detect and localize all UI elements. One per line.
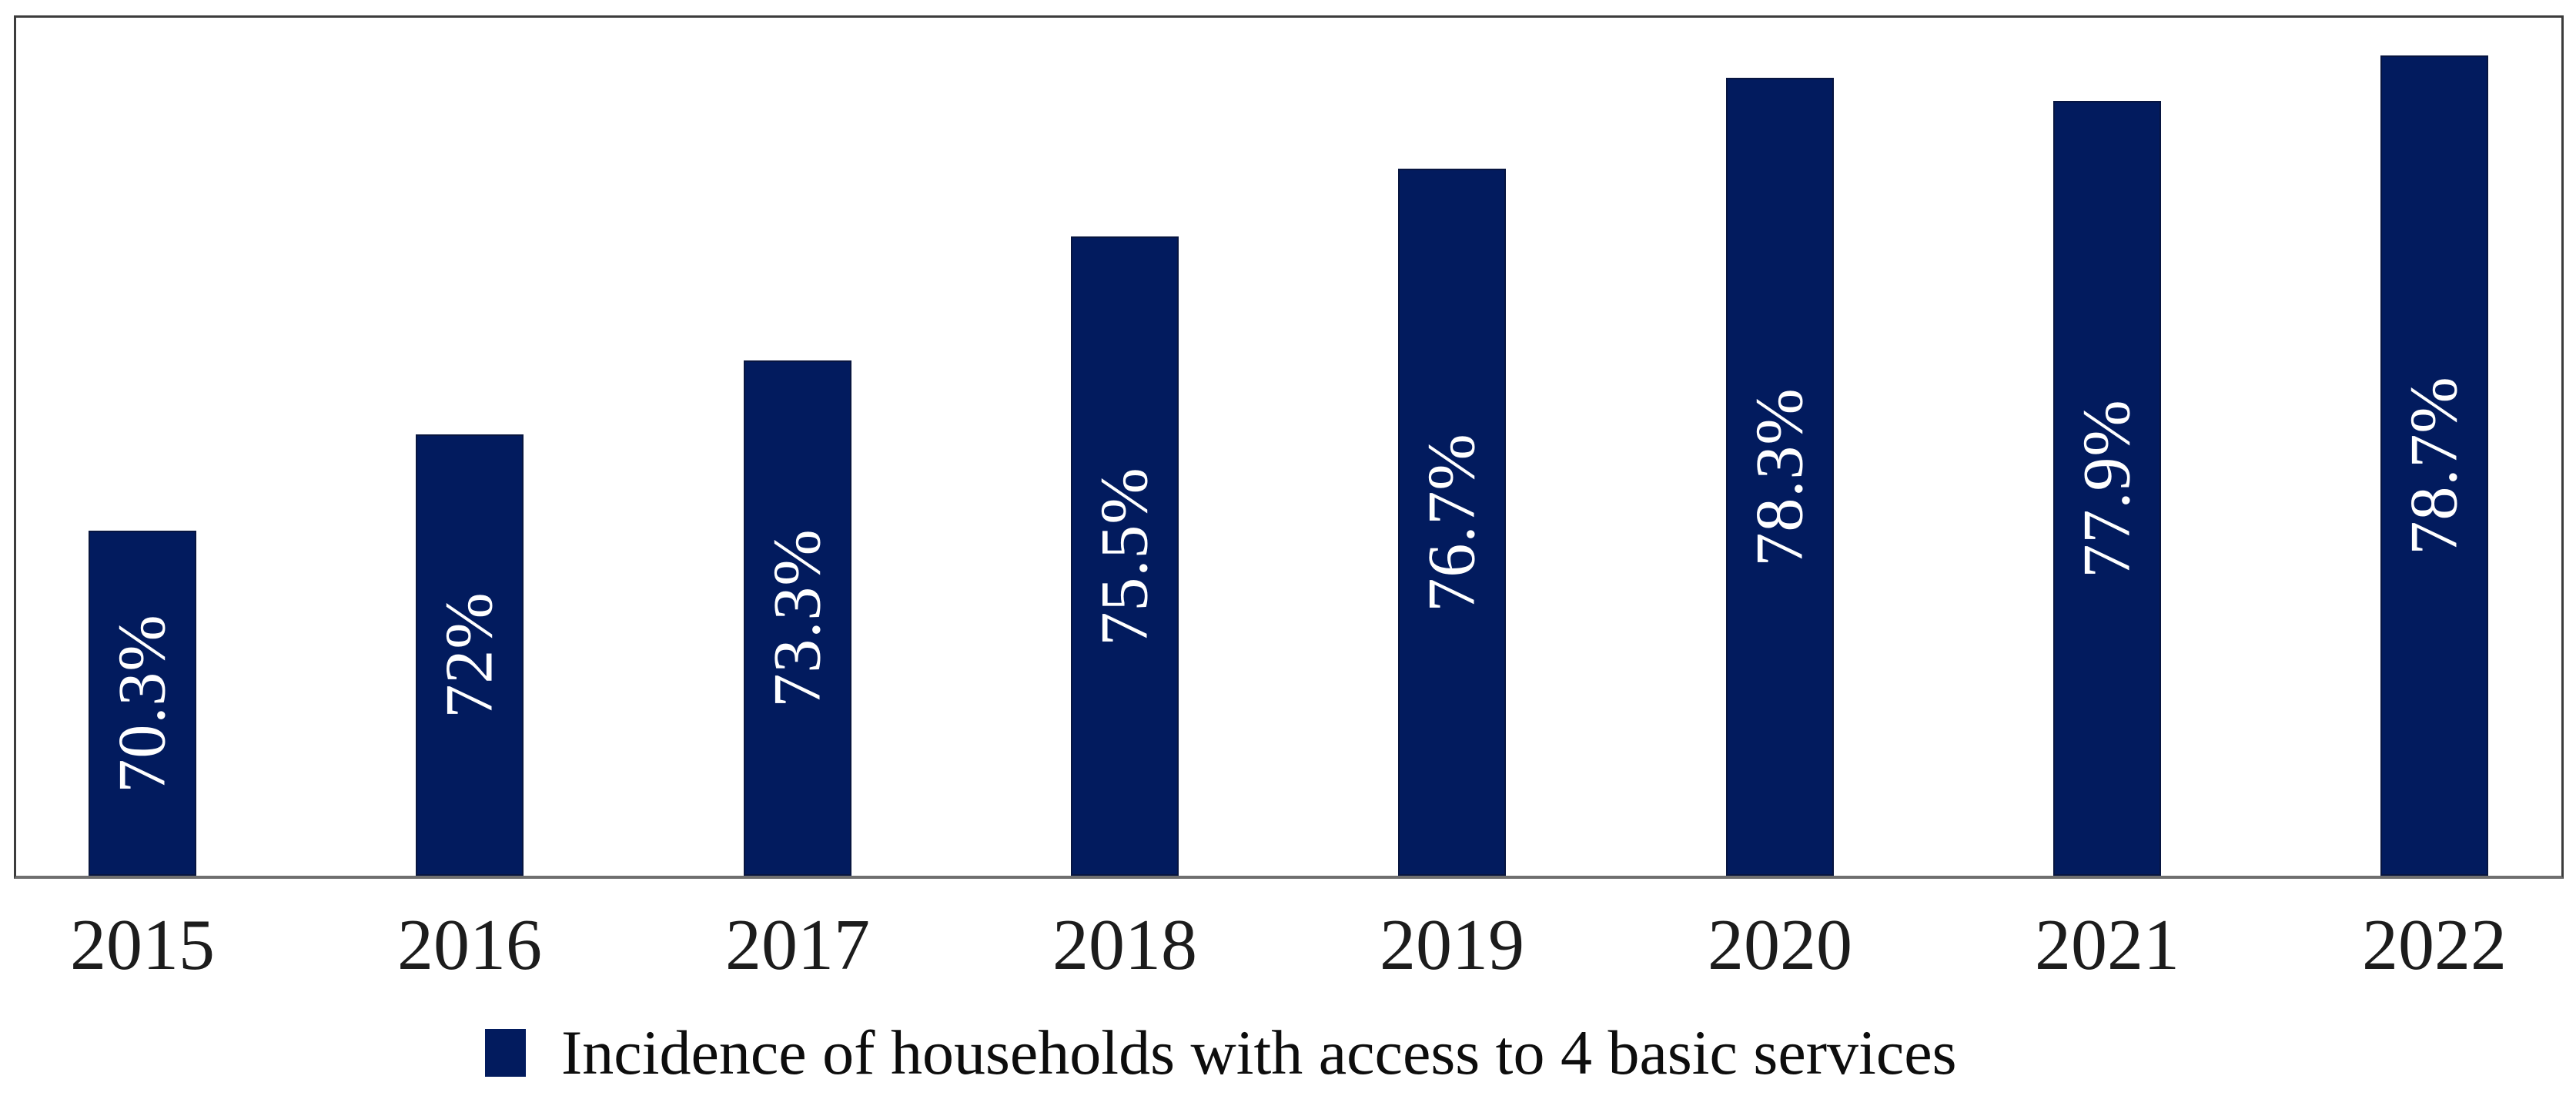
x-tick-label-2021: 2021 [2035,905,2180,985]
bar-value-label: 78.3% [1742,387,1818,567]
bar-2016: 72% [416,434,524,876]
bar-2018: 75.5% [1071,236,1179,876]
bar-value-label: 77.9% [2069,398,2145,578]
legend: Incidence of households with access to 4… [485,1021,1957,1084]
bar-2019: 76.7% [1398,169,1506,876]
x-tick-label-2022: 2022 [2362,905,2507,985]
x-tick-label-2015: 2015 [70,905,215,985]
bar-value-label: 72% [432,592,507,719]
bars-container: 70.3% 72% 73.3% 75.5% 76.7% 78.3% 77.9% 78.7% [16,18,2561,876]
x-tick-label-2020: 2020 [1708,905,1852,985]
bar-2022: 78.7% [2380,55,2488,876]
bar-value-label: 70.3% [105,613,180,793]
legend-label: Incidence of households with access to 4… [561,1017,1957,1088]
bar-2021: 77.9% [2053,101,2161,876]
bar-value-label: 75.5% [1087,466,1163,646]
bar-2020: 78.3% [1726,78,1834,876]
x-tick-label-2016: 2016 [397,905,542,985]
bar-2015: 70.3% [89,531,196,876]
bar-value-label: 78.7% [2397,376,2472,555]
x-tick-label-2017: 2017 [725,905,870,985]
x-tick-label-2018: 2018 [1052,905,1197,985]
x-axis-labels: 2015 2016 2017 2018 2019 2020 2021 2022 [0,907,2576,992]
plot-area: 70.3% 72% 73.3% 75.5% 76.7% 78.3% 77.9% 78.7% [14,15,2564,879]
legend-marker-square [485,1029,526,1077]
bar-2017: 73.3% [744,360,851,876]
bar-value-label: 76.7% [1414,432,1490,612]
bar-value-label: 73.3% [760,528,835,708]
x-tick-label-2019: 2019 [1380,905,1524,985]
